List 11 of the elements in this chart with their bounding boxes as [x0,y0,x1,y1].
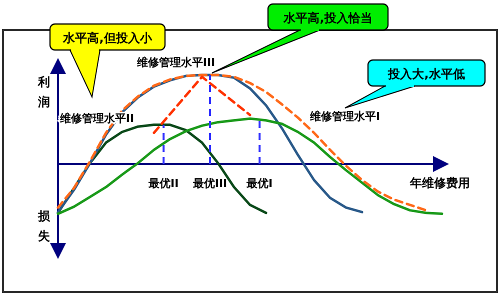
y-axis-title: 利润 [37,75,50,109]
annotation: 投入大,水平低 [387,67,465,81]
series-label: 维修管理水平I [308,110,380,123]
text: 水平高,投入恰当 [282,11,372,25]
annotation: 最优II [148,177,179,190]
text: 损失 [37,209,51,243]
x-axis-title: 年维修费用 [409,176,470,190]
annotation: 最优III [192,177,228,190]
text: 水平高,但投入小 [62,31,153,45]
series-label: 维修管理水平III [136,56,216,69]
annotation: 最优I [246,177,273,190]
